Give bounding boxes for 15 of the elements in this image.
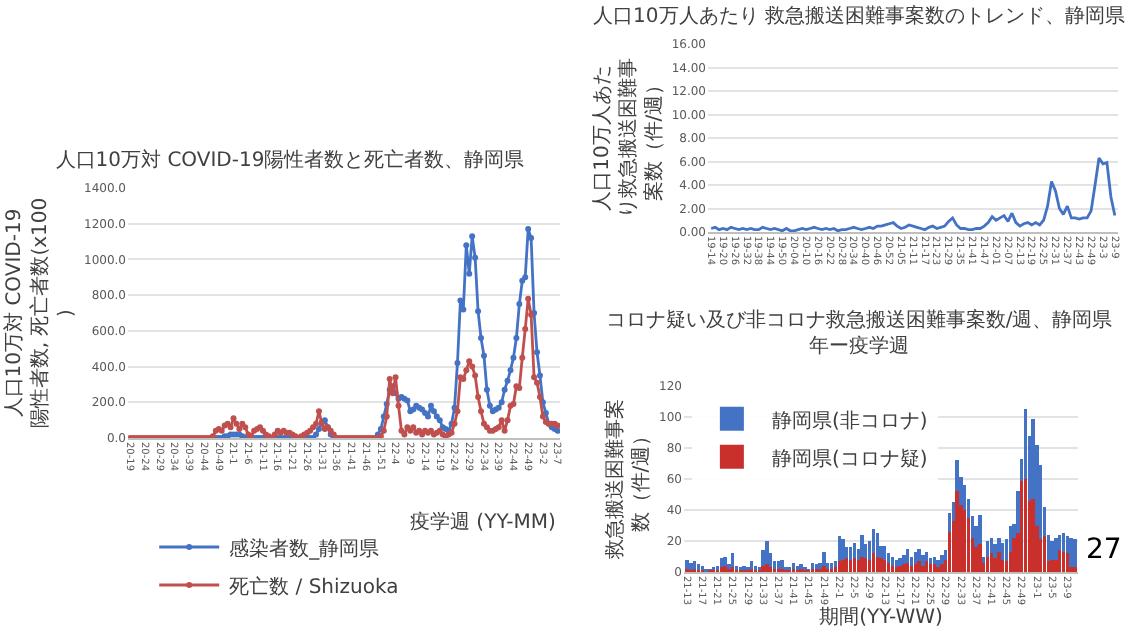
text: 27	[1086, 534, 1122, 566]
legend-label: 死亡数 / Shizuoka	[229, 574, 399, 599]
legend-label: 静岡県(コロナ疑)	[771, 446, 928, 471]
y-axis-title: 救急搬送困難事案数（件/週）	[603, 399, 654, 561]
x-axis-title: 期間(YY-WW)	[819, 605, 944, 630]
x-axis-title: 疫学週 (YY-MM)	[410, 510, 556, 534]
chart-subtitle: 年ー疫学週	[809, 334, 909, 358]
chart-title: コロナ疑い及び非コロナ救急搬送困難事案数/週、静岡県	[605, 308, 1113, 332]
y-axis-title: 人口10万人あたり救急搬送困難事案数（件/週）	[591, 58, 666, 218]
legend-label: 感染者数_静岡県	[229, 536, 380, 561]
y-axis-title: 人口10万対 COVID-19陽性者数, 死亡者数(x100)	[2, 197, 78, 429]
chart-title: 人口10万対 COVID-19陽性者数と死亡者数、静岡県	[55, 148, 525, 172]
legend-label: 静岡県(非コロナ)	[771, 408, 928, 433]
chart-title: 人口10万人あたり 救急搬送困難事案数のトレンド、静岡県	[593, 4, 1125, 28]
line-series	[709, 156, 1117, 232]
